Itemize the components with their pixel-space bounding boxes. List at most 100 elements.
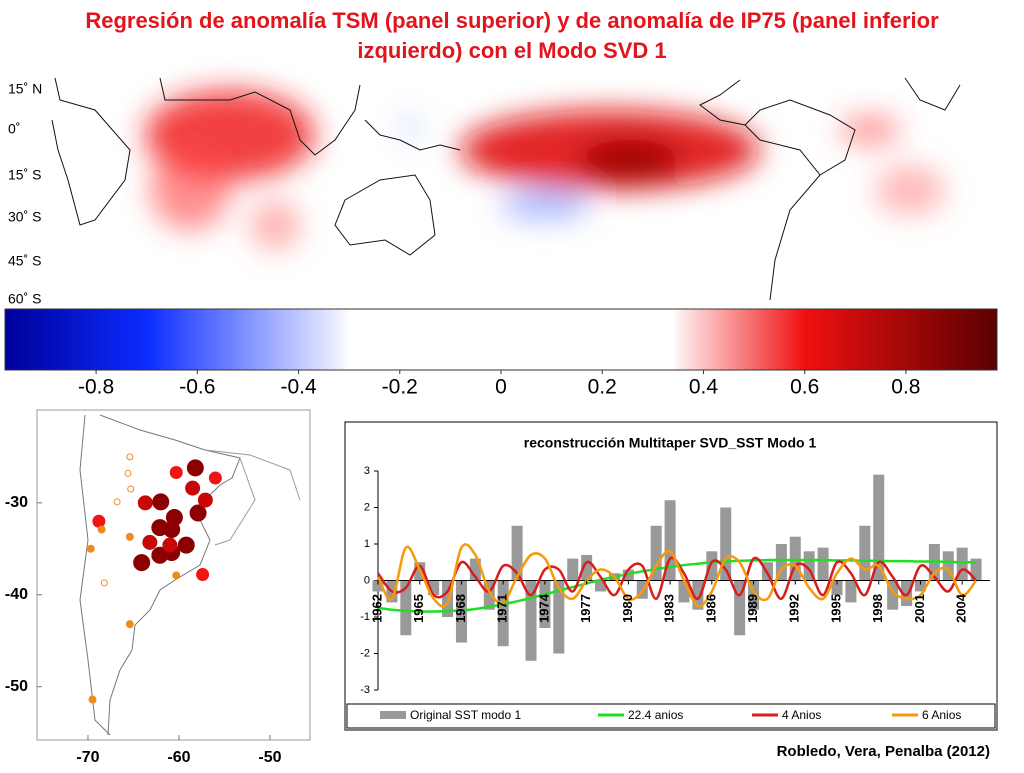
station-point: [124, 469, 132, 477]
station-point: [127, 485, 135, 493]
bar: [734, 580, 746, 636]
y-tick-label: -30: [5, 494, 28, 511]
bar: [539, 580, 551, 628]
y-tick-label: -3: [360, 684, 370, 696]
station-point: [133, 554, 151, 572]
bar: [678, 580, 690, 603]
legend-swatch: [380, 711, 406, 719]
y-tick-label: -1: [360, 611, 370, 623]
station-point: [172, 571, 181, 580]
station-plot: -70 -60 -50 -30 -40 -50: [5, 453, 282, 766]
bar: [720, 507, 732, 581]
x-tick-label: 1986: [703, 594, 718, 623]
series-line: [376, 543, 978, 608]
bar: [664, 500, 676, 581]
title-line: izquierdo) con el Modo SVD 1: [357, 38, 666, 63]
legend-label: Original SST modo 1: [410, 708, 521, 722]
lat-label: 45˚ S: [8, 253, 41, 269]
station-point: [177, 536, 195, 554]
bar: [428, 580, 440, 596]
y-tick-label: 0: [364, 574, 370, 586]
lat-label: 60˚ S: [8, 291, 41, 307]
colorbar-tick-label: -0.8: [78, 376, 114, 399]
x-tick-label: 1977: [578, 594, 593, 623]
x-tick-label: 1992: [787, 594, 802, 623]
station-point: [186, 459, 204, 477]
x-tick-label: 1971: [495, 594, 510, 623]
station-point: [185, 480, 201, 496]
colorbar-tick-label: 0.8: [891, 376, 920, 399]
lat-label: 0˚: [8, 121, 20, 137]
colorbar-tick-label: 0: [495, 376, 507, 399]
station-point: [189, 504, 207, 522]
legend-frame: [346, 703, 996, 729]
bar: [970, 558, 982, 581]
bar: [873, 474, 885, 581]
station-point: [86, 544, 95, 553]
bar: [442, 580, 454, 617]
colorbar-tick-label: 0.4: [689, 376, 719, 399]
world-map: [5, 77, 997, 302]
station-point: [126, 453, 134, 461]
colorbar-tick-label: -0.2: [382, 376, 418, 399]
station-point: [163, 520, 181, 538]
x-tick-label: 1962: [369, 594, 384, 623]
bar: [914, 580, 926, 592]
bar: [650, 525, 662, 581]
bar: [942, 551, 954, 581]
colorbar-tick-label: 0.6: [790, 376, 819, 399]
bar: [706, 551, 718, 581]
x-tick-label: 1989: [745, 594, 760, 623]
bar: [567, 558, 579, 581]
bar: [831, 580, 843, 596]
legend-label: 6 Anios: [922, 708, 961, 722]
bar: [789, 536, 801, 581]
y-tick-label: -50: [5, 678, 28, 695]
station-point: [137, 495, 153, 511]
x-tick-label: 1995: [828, 594, 843, 623]
anomaly-field: [145, 90, 945, 250]
bar: [845, 580, 857, 603]
station-point: [152, 493, 170, 511]
x-tick-label: 1965: [411, 594, 426, 623]
bar: [901, 580, 913, 607]
station-point: [169, 466, 183, 480]
country-border: [204, 449, 301, 546]
y-tick-label: 2: [364, 501, 370, 513]
x-tick-label: 2001: [912, 594, 927, 623]
citation: Robledo, Vera, Penalba (2012): [777, 743, 990, 760]
station-point: [197, 492, 213, 508]
colorbar-tick-label: -0.6: [179, 376, 215, 399]
station-point: [100, 579, 108, 587]
station-point: [113, 498, 121, 506]
station-point: [125, 532, 134, 541]
y-tick-label: 3: [364, 465, 370, 477]
x-tick-label: 1980: [620, 594, 635, 623]
station-point: [208, 471, 222, 485]
bar: [525, 580, 537, 661]
station-point: [142, 534, 158, 550]
lat-label: 15˚ N: [8, 81, 42, 97]
title-line: Regresión de anomalía TSM (panel superio…: [85, 8, 939, 33]
x-tick-label: -50: [258, 749, 281, 766]
x-tick-label: -70: [76, 749, 99, 766]
bar: [581, 554, 593, 581]
bar: [956, 547, 968, 581]
chart-title: reconstrucción Multitaper SVD_SST Modo 1: [524, 435, 817, 451]
station-point: [88, 695, 97, 704]
bar: [692, 580, 704, 610]
bar: [497, 580, 509, 647]
y-tick-label: -2: [360, 647, 370, 659]
bar: [595, 580, 607, 592]
legend-label: 22.4 anios: [628, 708, 683, 722]
x-tick-label: 1968: [453, 594, 468, 623]
bar: [803, 551, 815, 581]
bar: [483, 580, 495, 610]
lat-label: 15˚ S: [8, 167, 41, 183]
y-tick-label: -40: [5, 586, 28, 603]
station-point: [125, 620, 134, 629]
x-tick-label: 1983: [662, 594, 677, 623]
station-point: [196, 568, 210, 582]
